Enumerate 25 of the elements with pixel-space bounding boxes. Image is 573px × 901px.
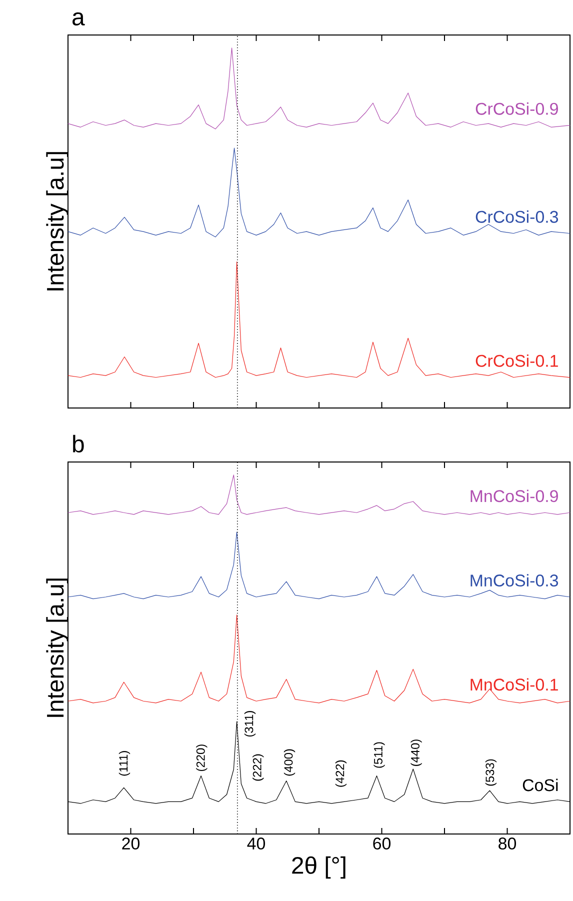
- annotation: (220): [196, 744, 208, 772]
- series-label: MnCoSi-0.9: [470, 490, 558, 502]
- chart-title: b: [73, 434, 84, 452]
- annotation: (422): [335, 760, 347, 787]
- series-label: MnCoSi-0.3: [470, 574, 558, 587]
- x-axis-title: 2θ [°]: [292, 856, 346, 879]
- annotation: (311): [244, 711, 256, 737]
- annotation: (511): [374, 742, 385, 768]
- series-label: CrCoSi-0.9: [476, 102, 558, 115]
- x-tick-label: 20: [122, 838, 140, 850]
- series-label: CrCoSi-0.3: [476, 210, 558, 223]
- series-label: CrCoSi-0.1: [476, 354, 558, 367]
- chart-title: a: [72, 12, 85, 26]
- annotation: (533): [485, 759, 497, 786]
- x-tick-label: 60: [373, 838, 391, 850]
- x-tick-label: 80: [498, 838, 516, 850]
- y-axis-title: Intensity [a.u]: [46, 578, 68, 717]
- series-label: MnCoSi-0.1: [470, 678, 558, 691]
- annotation: (222): [252, 754, 264, 781]
- x-tick-label: 40: [247, 838, 266, 850]
- series-label: CoSi: [522, 778, 558, 792]
- annotation: (400): [284, 749, 296, 776]
- annotation: (111): [118, 751, 130, 776]
- y-axis-title: Intensity [a.u]: [46, 152, 68, 290]
- annotation: (440): [410, 740, 422, 766]
